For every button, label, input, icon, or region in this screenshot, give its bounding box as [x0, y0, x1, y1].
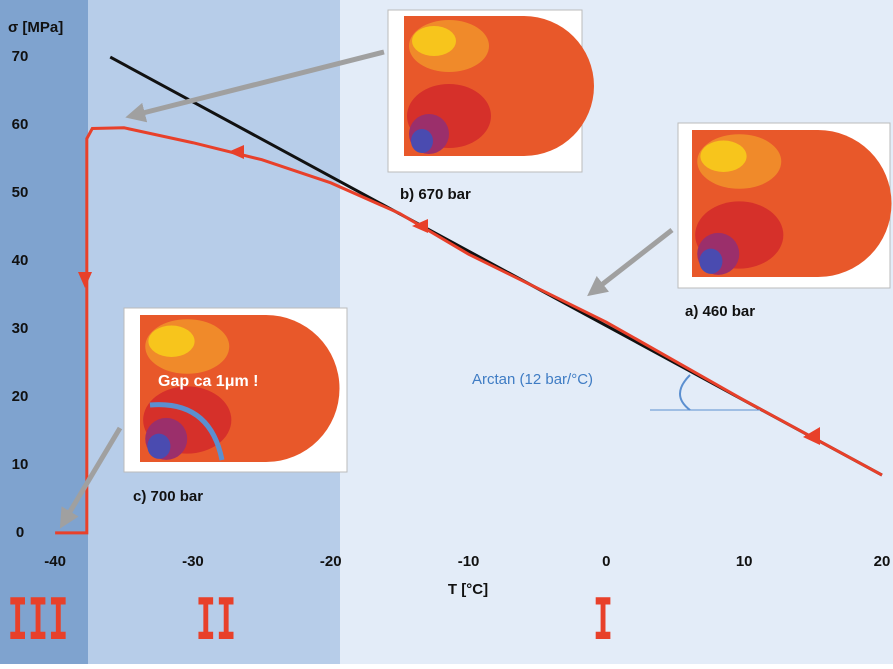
chart: σ [MPa] T [°C] b) 670 bar a) 460 bar c) …: [0, 0, 893, 664]
annotation: Arctan (12 bar/°C): [472, 371, 593, 388]
y-tick-label: 0: [16, 524, 24, 541]
phase-label: II: [196, 587, 237, 654]
y-tick-label: 60: [12, 116, 29, 133]
phase-label: III: [7, 587, 68, 654]
y-axis-label: σ [MPa]: [8, 19, 63, 36]
x-tick-label: 0: [602, 553, 610, 570]
x-tick-label: -40: [44, 553, 66, 570]
annotation: c) 700 bar: [133, 488, 203, 505]
y-tick-label: 70: [12, 48, 29, 65]
y-tick-label: 10: [12, 456, 29, 473]
y-tick-label: 40: [12, 252, 29, 269]
annotation: b) 670 bar: [400, 186, 471, 203]
x-tick-label: -30: [182, 553, 204, 570]
phase-label: I: [593, 587, 613, 654]
y-tick-label: 30: [12, 320, 29, 337]
x-tick-label: 10: [736, 553, 753, 570]
annotation: Gap ca 1μm !: [158, 373, 259, 390]
x-tick-label: -20: [320, 553, 342, 570]
y-tick-label: 50: [12, 184, 29, 201]
x-tick-label: 20: [874, 553, 891, 570]
annotation: a) 460 bar: [685, 303, 755, 320]
x-axis-label: T [°C]: [448, 581, 488, 598]
x-tick-label: -10: [458, 553, 480, 570]
y-tick-label: 20: [12, 388, 29, 405]
